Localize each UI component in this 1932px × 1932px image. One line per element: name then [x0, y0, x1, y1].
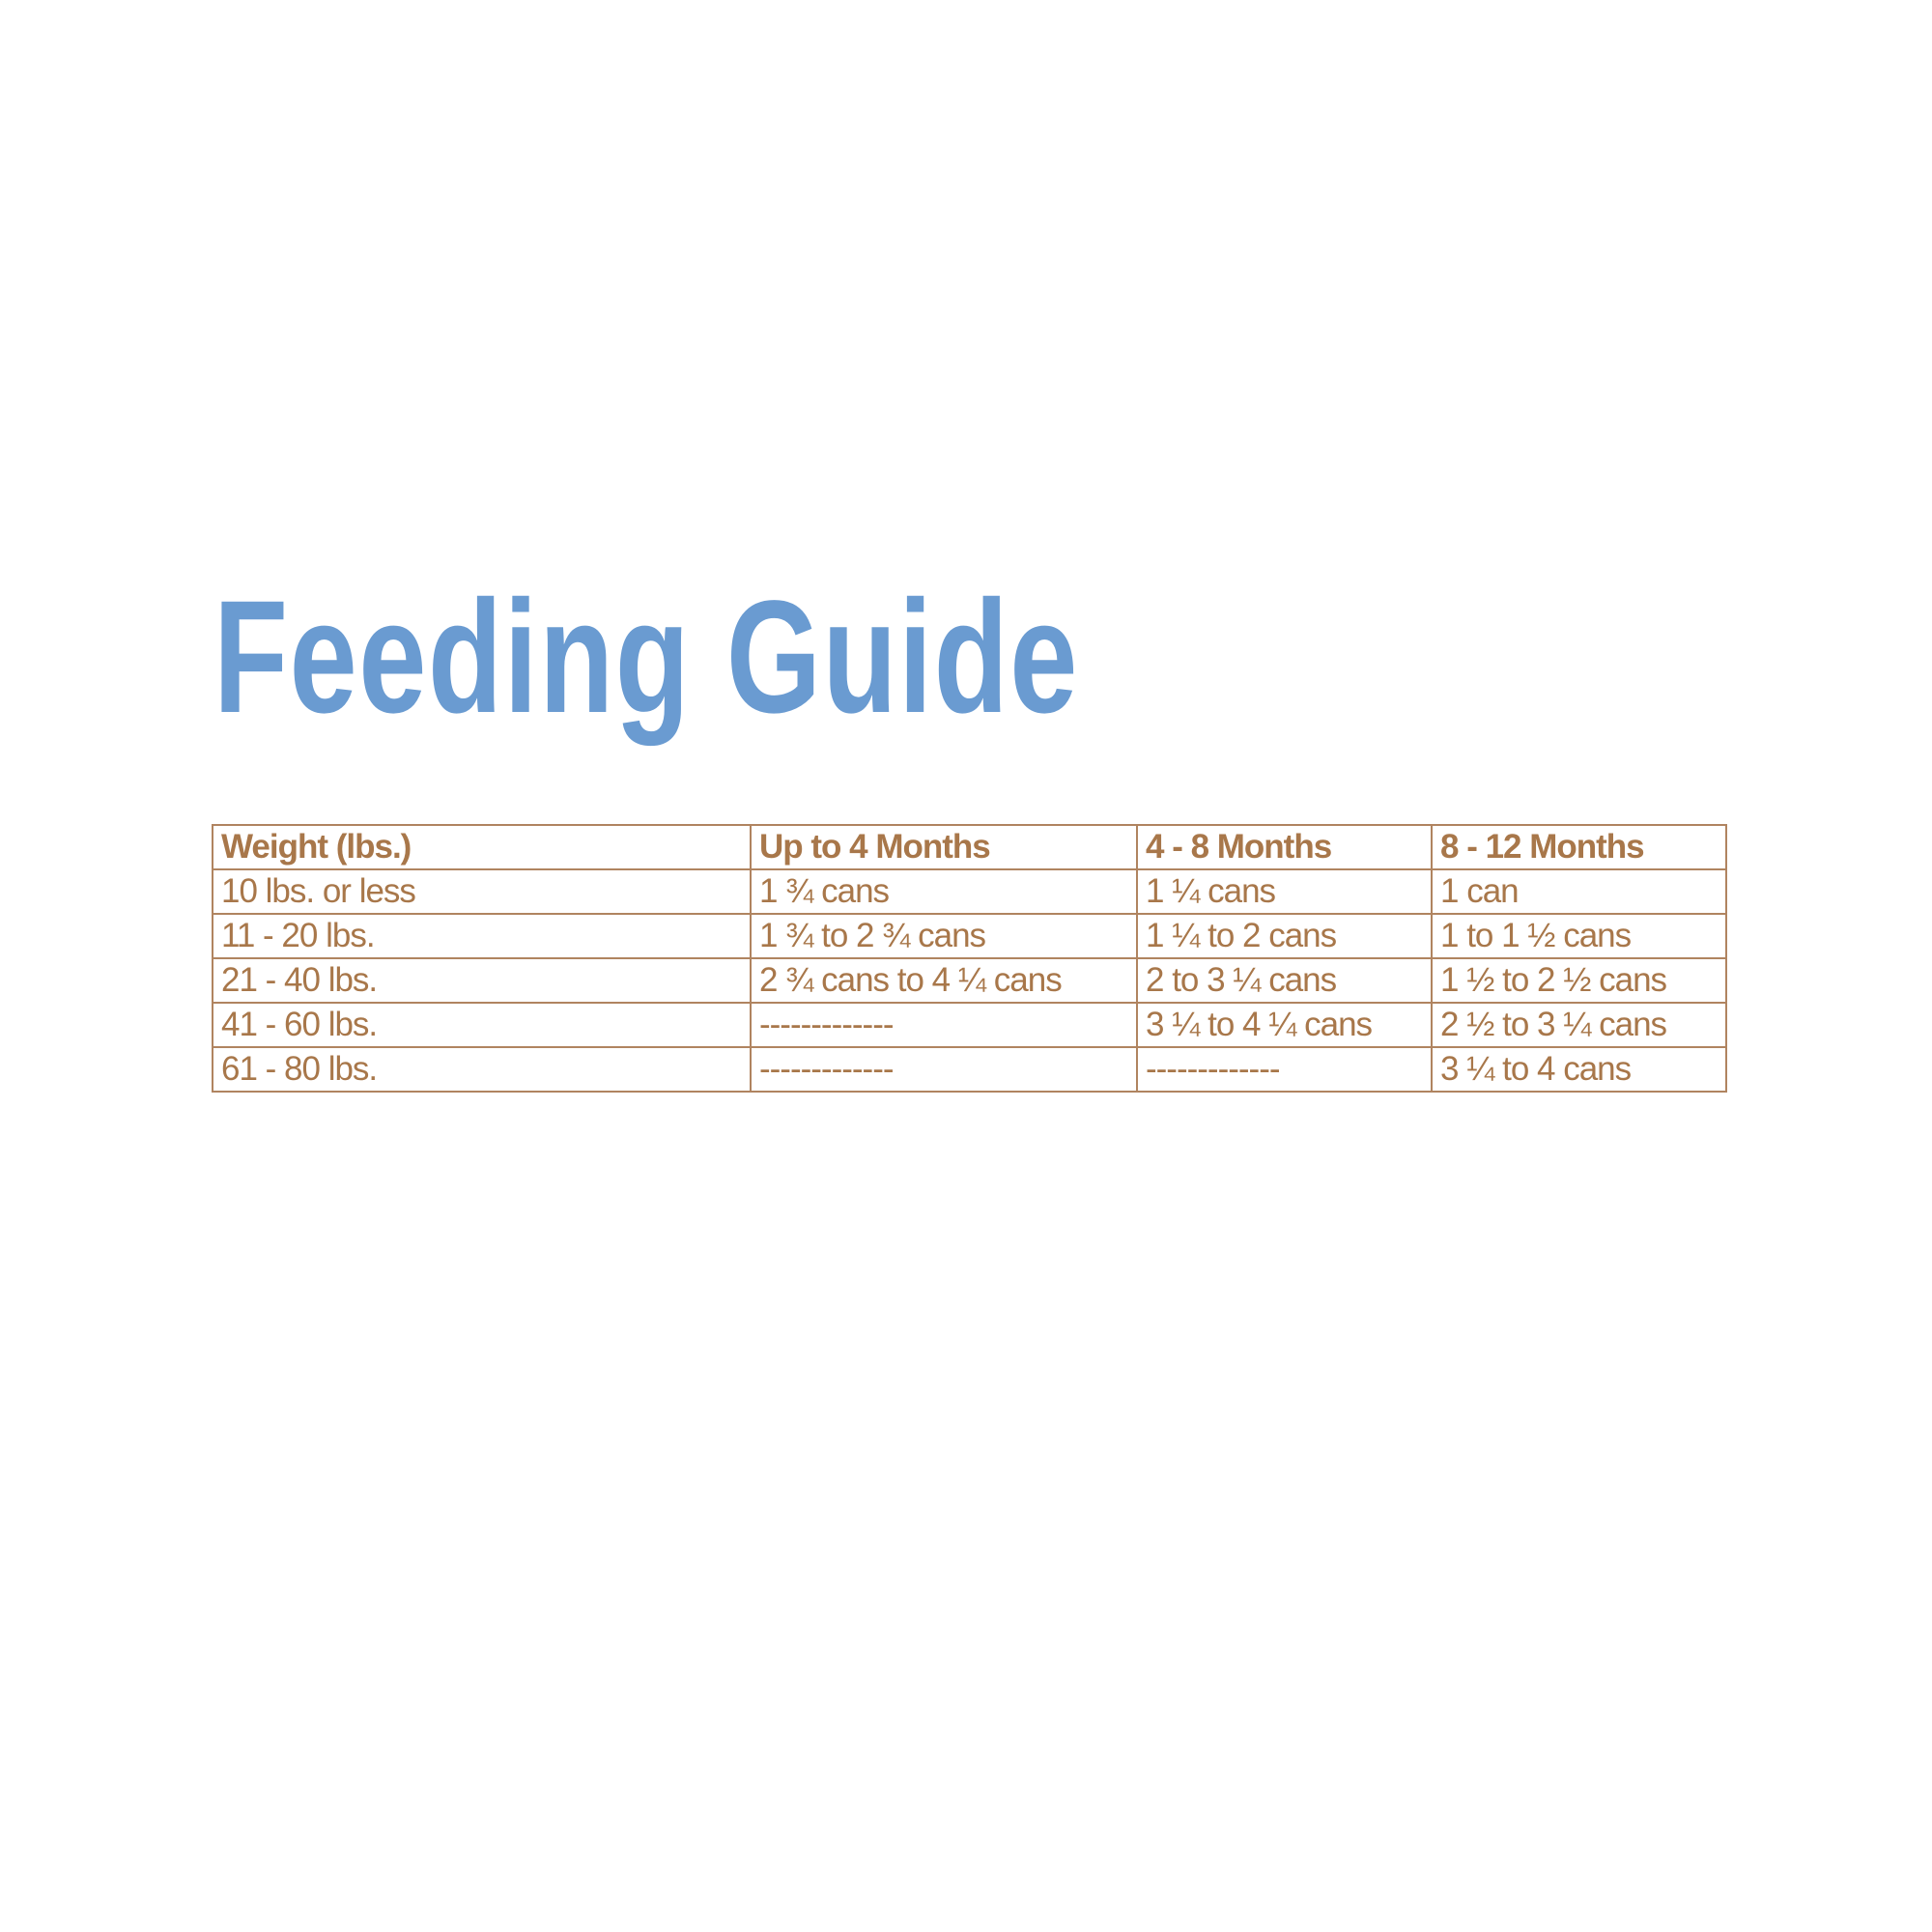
table-cell: 1 ¼ cans: [1136, 868, 1433, 915]
table-cell: 2 ¾ cans to 4 ¼ cans: [750, 957, 1138, 1004]
table-cell: 3 ¼ to 4 cans: [1431, 1046, 1727, 1093]
table-cell: 1 can: [1431, 868, 1727, 915]
table-cell: 1 ½ to 2 ½ cans: [1431, 957, 1727, 1004]
table-row: 61 - 80 lbs. ------------- -------------…: [212, 1046, 1727, 1093]
feeding-guide-table: Weight (lbs.) Up to 4 Months 4 - 8 Month…: [212, 824, 1727, 1093]
table-cell: 2 ½ to 3 ¼ cans: [1431, 1002, 1727, 1048]
table-cell: 11 - 20 lbs.: [212, 913, 752, 959]
table-cell: 61 - 80 lbs.: [212, 1046, 752, 1093]
table-cell: -------------: [1136, 1046, 1433, 1093]
header-4-8-months: 4 - 8 Months: [1136, 824, 1433, 870]
table-row: 10 lbs. or less 1 ¾ cans 1 ¼ cans 1 can: [212, 868, 1727, 915]
header-8-12-months: 8 - 12 Months: [1431, 824, 1727, 870]
table-cell: -------------: [750, 1002, 1138, 1048]
table-cell: 41 - 60 lbs.: [212, 1002, 752, 1048]
table-cell: 2 to 3 ¼ cans: [1136, 957, 1433, 1004]
header-weight: Weight (lbs.): [212, 824, 752, 870]
table-cell: 1 ¼ to 2 cans: [1136, 913, 1433, 959]
table-row: 11 - 20 lbs. 1 ¾ to 2 ¾ cans 1 ¼ to 2 ca…: [212, 913, 1727, 959]
table-cell: 3 ¼ to 4 ¼ cans: [1136, 1002, 1433, 1048]
header-up-to-4-months: Up to 4 Months: [750, 824, 1138, 870]
table-cell: -------------: [750, 1046, 1138, 1093]
table-row: 41 - 60 lbs. ------------- 3 ¼ to 4 ¼ ca…: [212, 1002, 1727, 1048]
page-title: Feeding Guide: [213, 568, 1079, 747]
table-row: 21 - 40 lbs. 2 ¾ cans to 4 ¼ cans 2 to 3…: [212, 957, 1727, 1004]
table-cell: 1 to 1 ½ cans: [1431, 913, 1727, 959]
table-cell: 21 - 40 lbs.: [212, 957, 752, 1004]
table-cell: 1 ¾ cans: [750, 868, 1138, 915]
table-cell: 1 ¾ to 2 ¾ cans: [750, 913, 1138, 959]
table-cell: 10 lbs. or less: [212, 868, 752, 915]
table-header-row: Weight (lbs.) Up to 4 Months 4 - 8 Month…: [212, 824, 1727, 870]
